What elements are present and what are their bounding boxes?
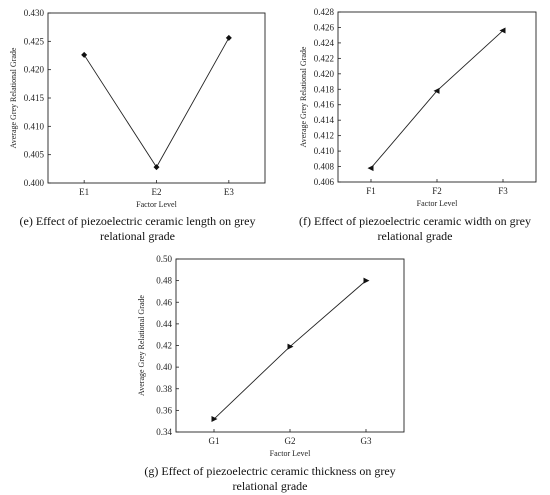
chart-f-series-line bbox=[370, 30, 504, 169]
chart-f-y-tick-label: 0.422 bbox=[314, 53, 334, 63]
caption-e: (e) Effect of piezoelectric ceramic leng… bbox=[0, 214, 275, 244]
chart-f-y-axis-label: Average Grey Relational Grade bbox=[299, 46, 308, 147]
chart-g-y-tick-label: 0.36 bbox=[156, 405, 172, 415]
chart-g: 0.34 0.36 0.38 0.40 0.42 0.44 0.46 0.48 0.50 G1 G2… bbox=[137, 254, 405, 458]
chart-e-x-tick-label: E3 bbox=[224, 187, 234, 197]
chart-g-y-tick-label: 0.42 bbox=[156, 341, 172, 351]
chart-e-plot-frame bbox=[47, 12, 266, 184]
chart-f-x-tick-label: F3 bbox=[498, 186, 508, 196]
chart-e-x-tick-label: E1 bbox=[79, 187, 89, 197]
caption-g-line-1: (g) Effect of piezoelectric ceramic thic… bbox=[144, 464, 396, 478]
chart-f-x-tick-label: F2 bbox=[432, 186, 442, 196]
chart-f-y-tick-label: 0.428 bbox=[314, 7, 335, 17]
chart-g-y-tick-label: 0.46 bbox=[156, 297, 172, 307]
caption-e-line-1: (e) Effect of piezoelectric ceramic leng… bbox=[19, 214, 256, 228]
chart-f-data-point bbox=[499, 27, 506, 34]
chart-g-series-line bbox=[213, 280, 367, 420]
chart-g-x-tick-label: G3 bbox=[361, 436, 372, 446]
chart-g-x-tick-label: G1 bbox=[209, 436, 220, 446]
chart-f-y-tick-label: 0.416 bbox=[314, 100, 335, 110]
chart-f-x-axis-label: Factor Level bbox=[417, 199, 458, 208]
chart-e-x-tick-label: E2 bbox=[152, 187, 162, 197]
caption-f-line-1: (f) Effect of piezoelectric ceramic widt… bbox=[299, 214, 531, 228]
chart-f-data-point bbox=[367, 165, 374, 172]
chart-g-x-tick-label: G2 bbox=[285, 436, 296, 446]
chart-f-data-point bbox=[433, 87, 440, 94]
chart-f-y-tick-label: 0.414 bbox=[314, 115, 335, 125]
chart-e-y-tick-label: 0.405 bbox=[24, 150, 45, 160]
chart-panel-e: 0.400 0.405 0.410 0.415 0.420 0.425 0.430 E1 E2 E… bbox=[0, 0, 275, 209]
chart-f-plot-frame bbox=[337, 11, 537, 183]
chart-e-series-line bbox=[83, 37, 230, 169]
chart-g-x-axis-label: Factor Level bbox=[270, 449, 311, 458]
chart-f-y-tick-label: 0.406 bbox=[314, 177, 335, 187]
chart-g-y-tick-label: 0.40 bbox=[156, 362, 172, 372]
chart-e-y-tick-label: 0.400 bbox=[24, 178, 45, 188]
chart-g-y-tick-label: 0.38 bbox=[156, 384, 172, 394]
chart-g-data-point bbox=[363, 277, 370, 284]
caption-g: (g) Effect of piezoelectric ceramic thic… bbox=[120, 464, 420, 494]
chart-e-y-tick-label: 0.415 bbox=[24, 93, 45, 103]
chart-g-y-tick-label: 0.48 bbox=[156, 276, 172, 286]
chart-panel-f: 0.406 0.408 0.410 0.412 0.414 0.416 0.418 0.420… bbox=[275, 0, 550, 208]
chart-f-y-tick-label: 0.426 bbox=[314, 22, 335, 32]
chart-e: 0.400 0.405 0.410 0.415 0.420 0.425 0.430 E1 E2 E… bbox=[9, 8, 266, 209]
chart-e-y-axis-label: Average Grey Relational Grade bbox=[9, 47, 18, 148]
caption-f-line-2: relational grade bbox=[377, 229, 453, 243]
chart-f: 0.406 0.408 0.410 0.412 0.414 0.416 0.418 0.420… bbox=[299, 7, 537, 208]
chart-e-y-tick-label: 0.410 bbox=[24, 121, 45, 131]
chart-f-x-tick-label: F1 bbox=[366, 186, 376, 196]
chart-e-data-point bbox=[225, 34, 232, 41]
caption-f: (f) Effect of piezoelectric ceramic widt… bbox=[280, 214, 550, 244]
chart-f-y-tick-label: 0.418 bbox=[314, 84, 335, 94]
chart-g-data-point bbox=[211, 416, 218, 423]
chart-f-y-tick-label: 0.412 bbox=[314, 131, 334, 141]
chart-f-y-tick-label: 0.424 bbox=[314, 38, 335, 48]
caption-g-line-2: relational grade bbox=[232, 479, 308, 493]
chart-e-y-tick-label: 0.425 bbox=[24, 36, 45, 46]
chart-f-y-tick-label: 0.410 bbox=[314, 146, 335, 156]
chart-panel-g: 0.34 0.36 0.38 0.40 0.42 0.44 0.46 0.48 0.50 G1 G2… bbox=[130, 250, 410, 465]
chart-g-y-axis-label: Average Grey Relational Grade bbox=[137, 295, 146, 396]
chart-e-x-axis-label: Factor Level bbox=[136, 200, 177, 209]
caption-e-line-2: relational grade bbox=[100, 229, 175, 243]
chart-g-data-point bbox=[287, 343, 294, 350]
chart-e-data-point bbox=[153, 164, 160, 171]
chart-e-y-tick-label: 0.430 bbox=[24, 8, 45, 18]
chart-f-y-tick-label: 0.408 bbox=[314, 162, 335, 172]
chart-g-y-tick-label: 0.44 bbox=[156, 319, 172, 329]
chart-e-data-point bbox=[81, 51, 88, 58]
chart-g-y-tick-label: 0.34 bbox=[156, 427, 172, 437]
chart-f-y-tick-label: 0.420 bbox=[314, 69, 335, 79]
chart-e-y-tick-label: 0.420 bbox=[24, 65, 45, 75]
chart-g-y-tick-label: 0.50 bbox=[156, 254, 172, 264]
